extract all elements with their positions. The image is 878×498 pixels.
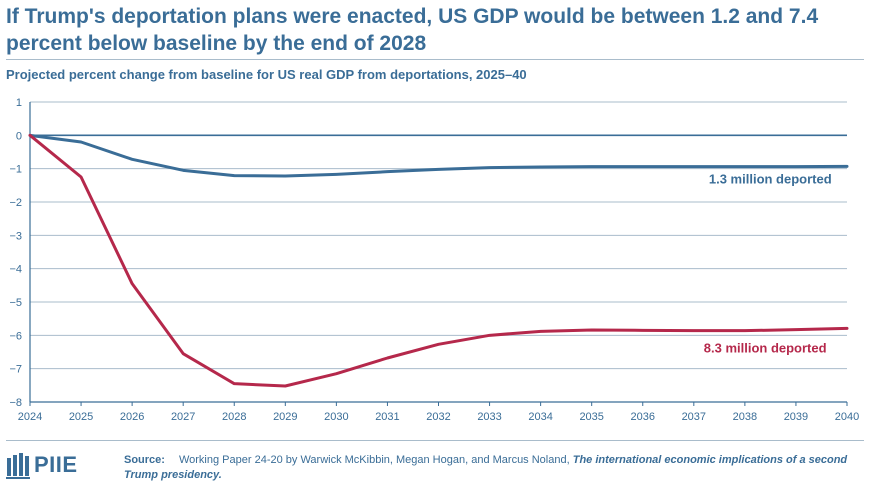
x-tick-label: 2034: [528, 411, 552, 423]
x-tick-label: 2028: [222, 411, 246, 423]
y-tick-label: 1: [16, 97, 22, 109]
y-tick-label: −3: [9, 230, 22, 242]
y-tick-label: −5: [9, 297, 22, 309]
source-text: Working Paper 24-20 by Warwick McKibbin,…: [178, 454, 573, 466]
x-tick-label: 2030: [324, 411, 348, 423]
x-tick-label: 2032: [426, 411, 450, 423]
x-tick-label: 2026: [120, 411, 144, 423]
y-tick-label: −7: [9, 364, 22, 376]
piie-logo: PIIE: [6, 452, 86, 480]
x-tick-label: 2037: [682, 411, 706, 423]
series-line-2: [28, 133, 849, 388]
x-tick-label: 2040: [835, 411, 859, 423]
chart-title: If Trump's deportation plans were enacte…: [6, 5, 819, 55]
y-tick-label: −1: [9, 164, 22, 176]
title-divider: [6, 59, 864, 60]
grid-lines: [30, 101, 847, 403]
x-tick-label: 2036: [631, 411, 655, 423]
logo-text: PIIE: [34, 452, 78, 477]
x-tick-label: 2039: [784, 411, 808, 423]
y-tick-label: 0: [16, 130, 22, 142]
y-tick-label: −8: [9, 397, 22, 409]
series-label-2: 8.3 million deported: [704, 341, 827, 356]
x-tick-label: 2027: [171, 411, 195, 423]
source-note: Source: Working Paper 24-20 by Warwick Mc…: [124, 453, 864, 483]
x-tick-label: 2031: [375, 411, 399, 423]
x-tick-label: 2029: [273, 411, 297, 423]
y-tick-label: −2: [9, 197, 22, 209]
source-title: The international economic implications …: [124, 454, 848, 481]
piie-logo-icon: [6, 453, 30, 479]
chart-subtitle: Projected percent change from baseline f…: [6, 67, 527, 82]
x-tick-label: 2035: [579, 411, 603, 423]
series-lines: [28, 133, 849, 388]
labels: 1.3 million deported 8.3 million deported: [704, 172, 832, 356]
x-tick-label: 2025: [69, 411, 93, 423]
y-tick-label: −4: [9, 264, 22, 276]
axes: 1 0 −1 −2 −3 −4 −5 −6 −7 −8 2024 2025 2026 2027 2028 20…: [9, 97, 859, 423]
y-tick-label: −6: [9, 330, 22, 342]
x-tick-label: 2024: [18, 411, 42, 423]
x-tick-label: 2038: [733, 411, 757, 423]
series-line-1: [28, 133, 849, 178]
source-label: Source:: [124, 454, 165, 466]
series-label-1: 1.3 million deported: [709, 172, 832, 187]
x-tick-label: 2033: [477, 411, 501, 423]
footer-divider: [6, 440, 864, 441]
